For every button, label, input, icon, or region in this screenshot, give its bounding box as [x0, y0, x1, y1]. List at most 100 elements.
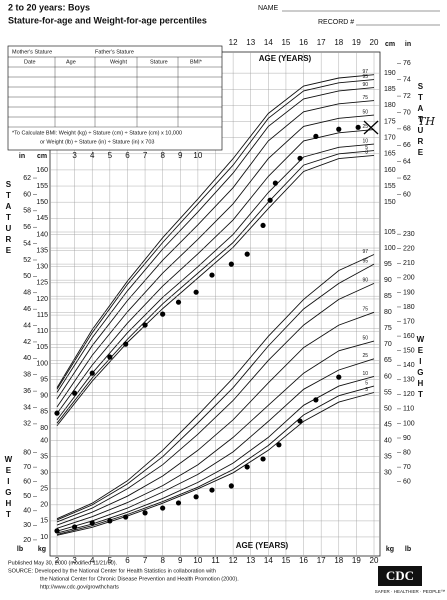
- percentile-label: 10: [362, 371, 368, 377]
- unit-label: in: [19, 153, 25, 160]
- y-tick-label: 160: [36, 167, 48, 174]
- x-tick-label: 20: [370, 38, 379, 47]
- record-form: Mother's Stature Father's Stature Date A…: [7, 45, 223, 151]
- percentile-label: 3: [365, 150, 368, 156]
- x-tick-label: 16: [299, 38, 308, 47]
- x-tick-label: 15: [281, 38, 290, 47]
- y-tick-label: 140: [36, 231, 48, 238]
- subtitle: Stature-for-age and Weight-for-age perce…: [8, 15, 207, 25]
- y2-tick-label: 80: [23, 449, 31, 456]
- percentile-label: 75: [362, 95, 368, 101]
- percentile-curve: [56, 114, 375, 408]
- y-tick-label: 55: [384, 389, 392, 396]
- x-tick-label: 19: [352, 556, 361, 565]
- y-tick-label: 115: [37, 312, 48, 319]
- measurement-dot: [193, 494, 199, 500]
- x-tick-label: 3: [72, 556, 77, 565]
- y-tick-label: 95: [40, 376, 48, 383]
- y2-tick-label: 56: [23, 224, 31, 231]
- percentile-label: 25: [362, 353, 368, 359]
- percentile-curve: [56, 311, 375, 526]
- y2-tick-label: 70: [403, 464, 411, 471]
- y2-tick-label: 36: [23, 388, 31, 395]
- x-tick-label: 17: [317, 38, 326, 47]
- y2-tick-label: 46: [23, 306, 31, 313]
- x-tick-label: 10: [193, 151, 202, 160]
- y-tick-label: 70: [384, 341, 392, 348]
- unit-label: lb: [405, 546, 411, 553]
- y2-tick-label: 190: [403, 289, 415, 296]
- measurement-dot: [336, 374, 342, 380]
- y-tick-label: 80: [384, 309, 392, 316]
- x-tick-label: 18: [334, 556, 343, 565]
- y2-tick-label: 210: [403, 260, 415, 267]
- y-tick-label: 125: [36, 280, 48, 287]
- x-tick-label: 14: [264, 38, 273, 47]
- y2-tick-label: 60: [23, 479, 31, 486]
- measurement-dot: [209, 487, 215, 493]
- measurement-dot: [276, 442, 282, 448]
- measurement-dot: [123, 514, 129, 520]
- y-axis-label: STATURE: [4, 180, 13, 257]
- x-tick-label: 3: [72, 151, 77, 160]
- x-tick-label: 7: [143, 556, 148, 565]
- form-label: Mother's Stature: [12, 49, 52, 55]
- title: 2 to 20 years: Boys: [8, 2, 90, 12]
- measurement-dot: [142, 322, 148, 328]
- y-tick-label: 130: [36, 264, 48, 271]
- form-box: [7, 45, 223, 151]
- x-axis-label: AGE (YEARS): [236, 541, 289, 550]
- y-tick-label: 40: [40, 437, 48, 444]
- measurement-dot: [209, 272, 215, 278]
- y2-tick-label: 150: [403, 347, 415, 354]
- form-label: Father's Stature: [95, 49, 134, 55]
- percentile-curve: [56, 87, 375, 393]
- y2-tick-label: 70: [403, 109, 411, 116]
- y-tick-label: 165: [384, 151, 396, 158]
- y2-tick-label: 68: [403, 126, 411, 133]
- y2-tick-label: 60: [23, 191, 31, 198]
- measurement-dot: [175, 299, 182, 305]
- measurement-dot: [89, 520, 95, 526]
- measurement-dot: [313, 133, 319, 139]
- y-tick-label: 30: [384, 470, 392, 477]
- measurement-dot: [244, 464, 250, 470]
- measurement-dot: [267, 197, 273, 203]
- measurement-dot: [244, 251, 250, 257]
- percentile-label: 50: [362, 335, 368, 341]
- x-tick-label: 6: [125, 151, 130, 160]
- y2-tick-label: 60: [403, 479, 411, 486]
- measurement-dot: [228, 483, 234, 489]
- percentile-label: 95: [362, 74, 368, 80]
- y2-tick-label: 52: [23, 257, 31, 264]
- logo-box: [378, 566, 422, 586]
- form-grid: [8, 57, 222, 128]
- y2-tick-label: 38: [23, 372, 31, 379]
- y2-tick-label: 60: [403, 191, 411, 198]
- y-tick-label: 90: [384, 277, 392, 284]
- y-tick-label: 155: [384, 183, 396, 190]
- x-tick-label: 19: [352, 38, 361, 47]
- x-tick-label: 12: [229, 556, 238, 565]
- percentile-label: 50: [362, 109, 368, 115]
- y-tick-label: 100: [36, 360, 48, 367]
- y2-tick-label: 54: [23, 240, 31, 247]
- plot: 8085909510010511011512012513013514014515…: [17, 41, 415, 557]
- y2-tick-label: 230: [403, 231, 415, 238]
- percentile-curve: [56, 74, 375, 388]
- y-tick-label: 85: [384, 293, 392, 300]
- y2-tick-label: 62: [23, 175, 31, 182]
- y-tick-label: 160: [384, 167, 396, 174]
- measurement-dot: [72, 524, 78, 530]
- y-tick-label: 150: [36, 199, 48, 206]
- form-column: Stature: [150, 59, 168, 65]
- x-tick-label: 9: [178, 556, 183, 565]
- x-tick-label: 15: [281, 556, 290, 565]
- measurement-dot: [72, 390, 78, 396]
- y2-tick-label: 170: [403, 318, 415, 325]
- y-tick-label: 35: [40, 454, 48, 461]
- measurement-dot: [193, 289, 199, 295]
- measurement-dot: [175, 500, 182, 506]
- measurement-dot: [313, 397, 319, 403]
- percentile-curve: [56, 263, 375, 521]
